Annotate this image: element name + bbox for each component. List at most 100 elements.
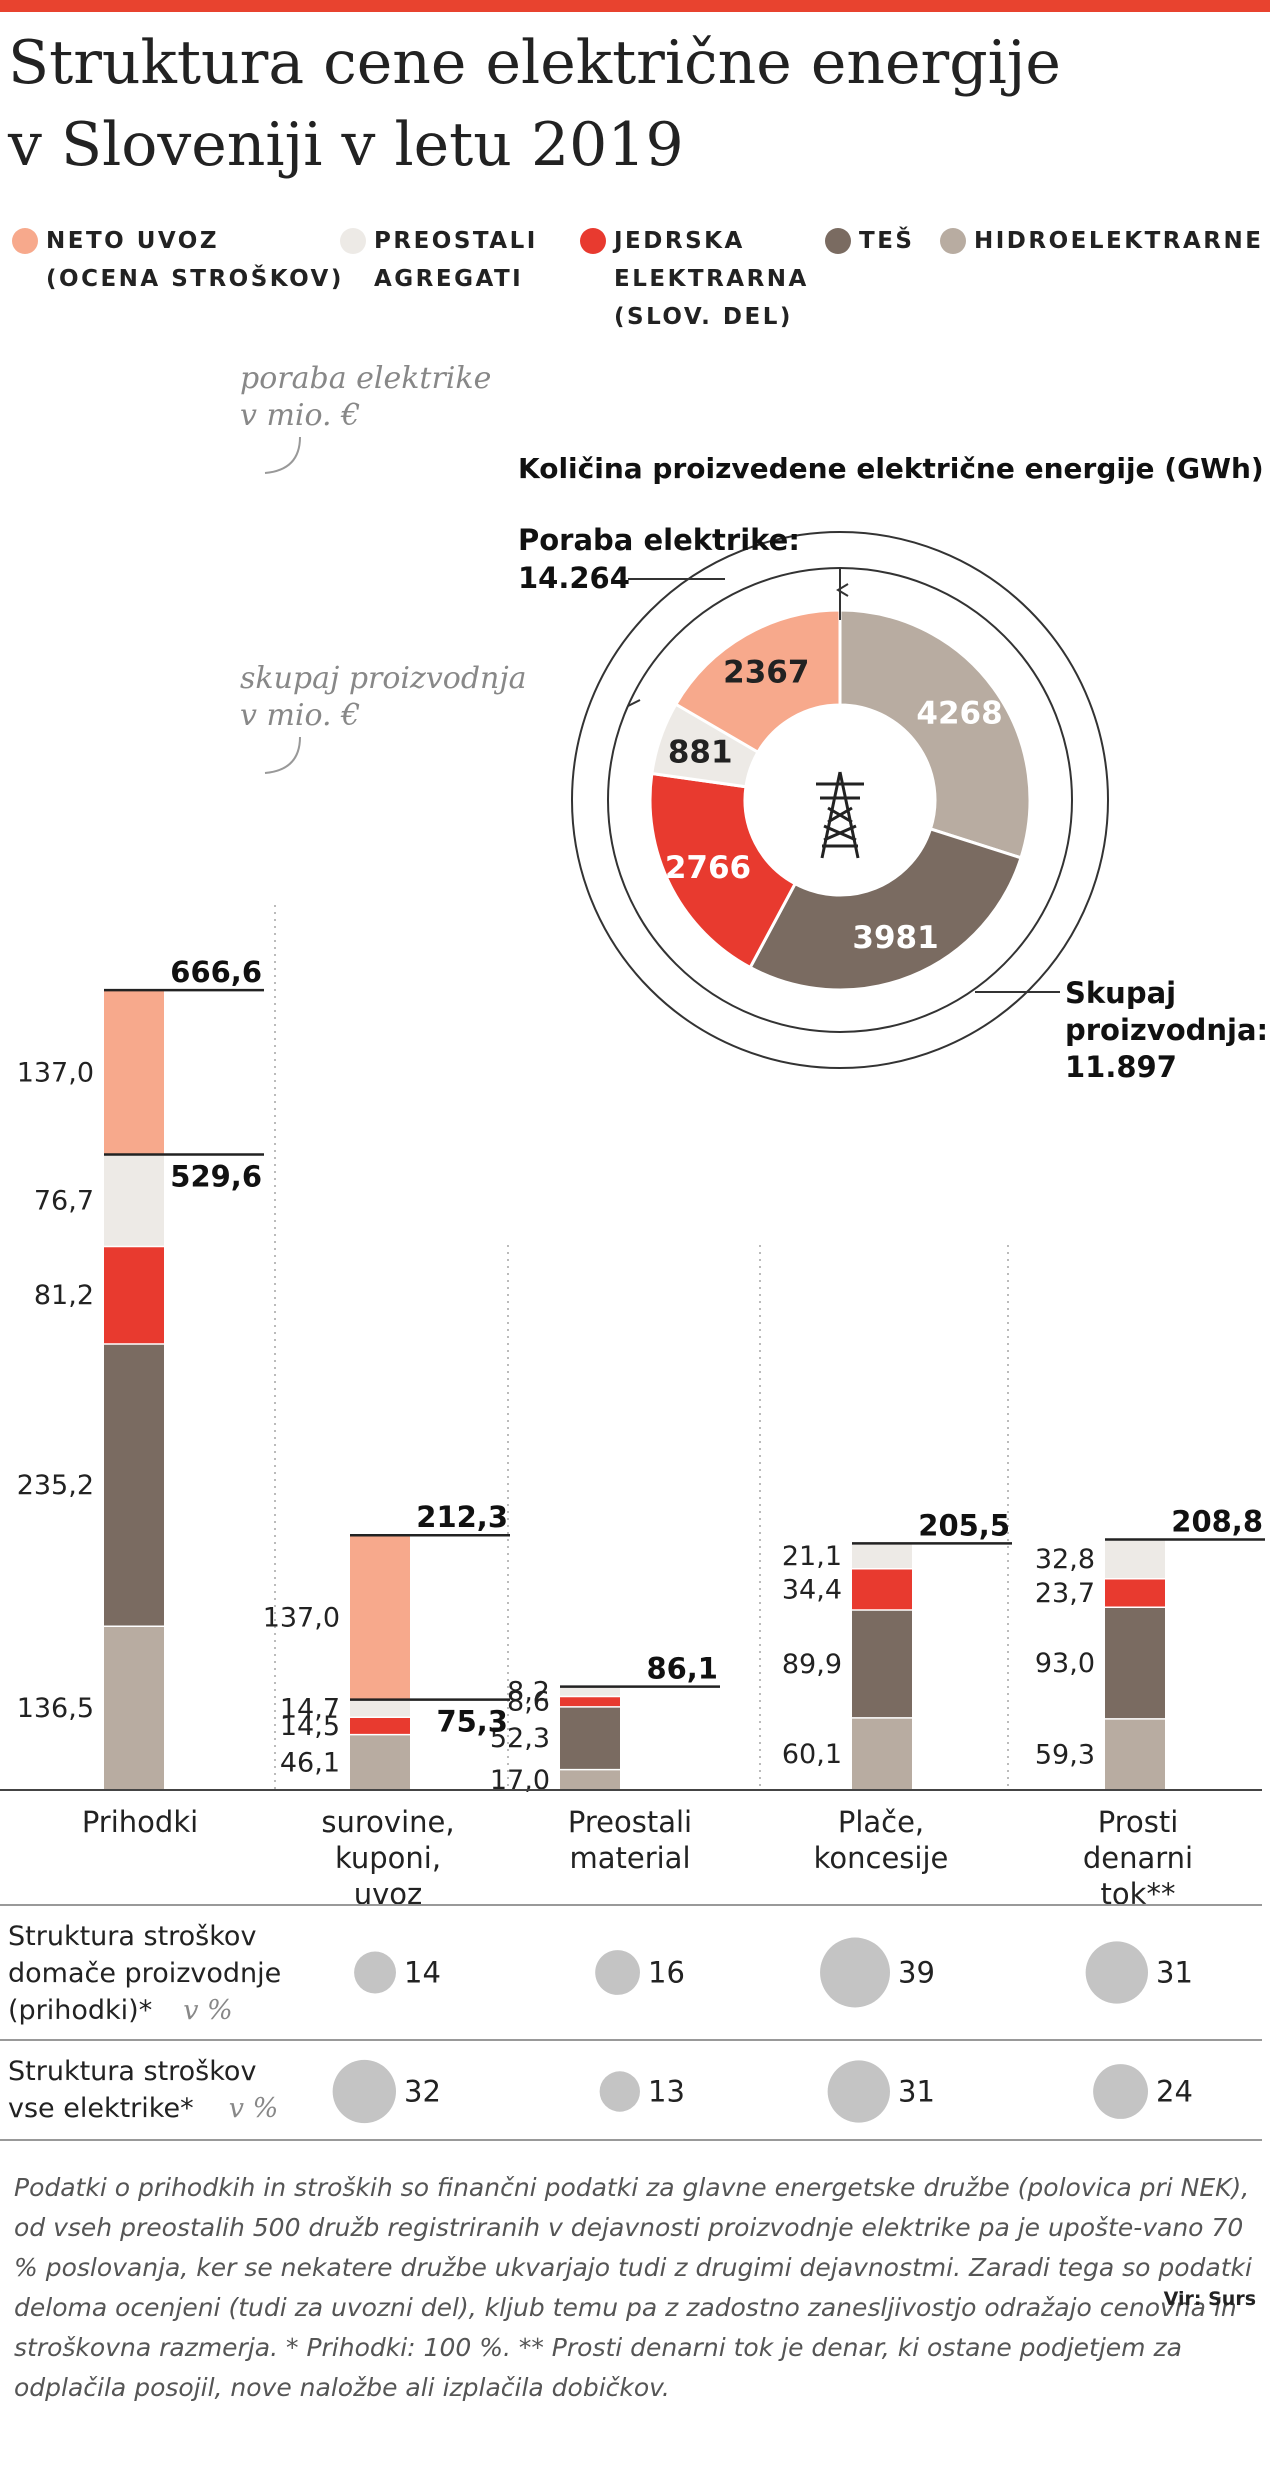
legend-swatch bbox=[12, 228, 38, 254]
bar-value-label: 14,5 bbox=[280, 1711, 340, 1742]
bar-value-label: 8,6 bbox=[507, 1687, 550, 1718]
annotation-skupaj-unit: v mio. € bbox=[240, 698, 360, 733]
table-row-unit: v % bbox=[183, 1995, 233, 2026]
bar-segment-tes bbox=[560, 1706, 620, 1770]
percent-value: 16 bbox=[648, 1956, 685, 1990]
legend-swatch bbox=[340, 228, 366, 254]
percent-value: 31 bbox=[1156, 1956, 1193, 1990]
bar-segment-tes bbox=[104, 1343, 164, 1627]
bar-value-label: 59,3 bbox=[1035, 1739, 1095, 1770]
bar-total-label: 208,8 bbox=[1171, 1504, 1263, 1538]
bar-value-label: 8,2 bbox=[507, 1677, 550, 1708]
bar-segment-jedrska bbox=[104, 1246, 164, 1344]
donut-slice-label: 2766 bbox=[665, 850, 751, 886]
annotation-pointer bbox=[264, 436, 301, 474]
bar-total-label: 212,3 bbox=[416, 1500, 508, 1534]
bar-segment-jedrska bbox=[560, 1696, 620, 1707]
pylon-icon bbox=[823, 824, 857, 842]
bar-segment-preostali_agregati bbox=[560, 1686, 620, 1697]
table-row-label: Struktura stroškov bbox=[8, 1921, 256, 1952]
donut-slice-label: 3981 bbox=[852, 920, 938, 956]
donut-slice-label: 881 bbox=[668, 734, 733, 770]
skupaj-value: 11.897 bbox=[1065, 1050, 1177, 1084]
category-label: koncesije bbox=[814, 1841, 949, 1875]
legend: NETO UVOZ (OCENA STROŠKOV) PREOSTALI AGRE… bbox=[0, 222, 1270, 332]
bar-value-label: 17,0 bbox=[490, 1765, 550, 1796]
title-line-2: v Sloveniji v letu 2019 bbox=[8, 110, 684, 180]
bar-segment-hidro bbox=[1105, 1718, 1165, 1790]
bar-total-label: 86,1 bbox=[646, 1652, 718, 1686]
donut-slice-label: 4268 bbox=[916, 696, 1002, 732]
ring-arrow bbox=[836, 583, 849, 597]
legend-swatch bbox=[825, 228, 851, 254]
percent-bubble bbox=[1093, 2064, 1148, 2119]
bar-value-label: 89,9 bbox=[782, 1649, 842, 1680]
bar-value-label: 23,7 bbox=[1035, 1578, 1095, 1609]
percent-bubble bbox=[332, 2059, 396, 2124]
poraba-label: Poraba elektrike: bbox=[518, 523, 800, 557]
annotation-poraba-unit: v mio. € bbox=[240, 398, 360, 433]
percent-bubble bbox=[827, 2060, 890, 2123]
bar-subtotal-label: 75,3 bbox=[436, 1705, 508, 1739]
outer-ring bbox=[571, 531, 1109, 1069]
bar-value-label: 34,4 bbox=[782, 1574, 842, 1605]
legend-swatch bbox=[940, 228, 966, 254]
annotation-pointer bbox=[264, 736, 301, 774]
bar-segment-neto_uvoz bbox=[350, 1535, 410, 1700]
legend-label: NETO UVOZ (OCENA STROŠKOV) bbox=[46, 228, 344, 292]
bar-value-label: 46,1 bbox=[280, 1747, 340, 1778]
bar-segment-jedrska bbox=[1105, 1578, 1165, 1608]
bar-value-label: 136,5 bbox=[17, 1693, 94, 1724]
donut-title: Količina proizvedene električne energije… bbox=[518, 452, 1264, 485]
percent-value: 32 bbox=[404, 2075, 441, 2109]
pylon-icon bbox=[838, 771, 860, 859]
title-line-1: Struktura cene električne energije bbox=[8, 28, 1061, 98]
percent-bubble bbox=[820, 1937, 890, 2008]
donut-slice-neto_uvoz bbox=[673, 608, 842, 755]
bar-segment-preostali_agregati bbox=[1105, 1539, 1165, 1579]
bar-segment-neto_uvoz bbox=[104, 990, 164, 1155]
category-label: Preostali bbox=[568, 1805, 692, 1839]
percent-value: 39 bbox=[898, 1956, 935, 1990]
category-label: Prosti bbox=[1098, 1805, 1179, 1839]
bar-segment-hidro bbox=[852, 1717, 912, 1790]
bar-value-label: 81,2 bbox=[34, 1280, 94, 1311]
bar-value-label: 137,0 bbox=[263, 1602, 340, 1633]
annotation-skupaj: skupaj proizvodnja bbox=[240, 661, 527, 696]
bar-segment-hidro bbox=[104, 1626, 164, 1790]
bar-segment-jedrska bbox=[350, 1717, 410, 1735]
bar-value-label: 93,0 bbox=[1035, 1648, 1095, 1679]
bar-value-label: 21,1 bbox=[782, 1541, 842, 1572]
percent-value: 14 bbox=[404, 1956, 441, 1990]
donut-slice-hidro bbox=[838, 608, 1032, 860]
legend-swatch bbox=[580, 228, 606, 254]
pylon-icon bbox=[820, 771, 842, 859]
footnote: Podatki o prihodkih in stroških so finan… bbox=[14, 2173, 1252, 2402]
bar-value-label: 76,7 bbox=[34, 1186, 94, 1217]
donut-slice-jedrska bbox=[648, 771, 798, 970]
percent-bubble bbox=[595, 1950, 640, 1995]
percent-value: 31 bbox=[898, 2075, 935, 2109]
category-label: Plače, bbox=[838, 1805, 924, 1839]
category-label: kuponi, bbox=[335, 1841, 441, 1875]
category-label: material bbox=[569, 1841, 690, 1875]
category-label: Prihodki bbox=[82, 1805, 198, 1839]
bar-segment-tes bbox=[852, 1610, 912, 1718]
skupaj-label: proizvodnja: bbox=[1065, 1013, 1268, 1047]
bar-value-label: 235,2 bbox=[17, 1470, 94, 1501]
category-label: surovine, bbox=[321, 1805, 454, 1839]
table-row-unit: v % bbox=[229, 2093, 278, 2124]
bar-value-label: 52,3 bbox=[490, 1723, 550, 1754]
bar-value-label: 32,8 bbox=[1035, 1544, 1095, 1575]
poraba-value: 14.264 bbox=[518, 561, 630, 595]
source-credit: Vir: Surs bbox=[1163, 2288, 1256, 2310]
legend-label: TEŠ bbox=[859, 228, 915, 254]
bar-value-label: 60,1 bbox=[782, 1739, 842, 1770]
bar-segment-hidro bbox=[560, 1769, 620, 1790]
bar-total-label: 205,5 bbox=[918, 1508, 1010, 1542]
bar-segment-jedrska bbox=[852, 1568, 912, 1610]
legend-label: JEDRSKA ELEKTRARNA (SLOV. DEL) bbox=[614, 228, 809, 330]
table-row-label: vse elektrike* bbox=[8, 2093, 194, 2124]
bar-total-label: 666,6 bbox=[170, 955, 262, 989]
